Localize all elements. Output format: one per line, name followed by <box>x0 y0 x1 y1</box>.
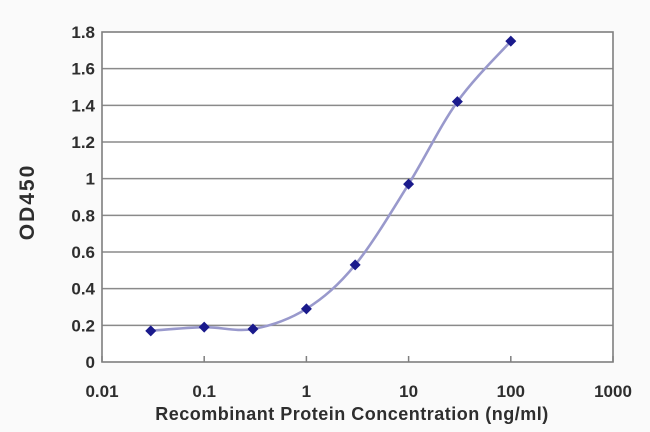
data-point-marker <box>145 325 157 337</box>
y-tick-label: 0 <box>86 353 95 372</box>
plot-background <box>102 32 613 362</box>
data-point-marker <box>451 96 463 108</box>
y-axis-title: OD450 <box>16 164 39 241</box>
x-tick-label: 10 <box>399 382 418 401</box>
y-tick-label: 1.8 <box>71 23 95 42</box>
plot-frame <box>101 31 614 363</box>
x-tick-label: 1000 <box>594 382 632 401</box>
data-point-marker <box>300 303 312 315</box>
y-tick-label: 1.6 <box>71 60 95 79</box>
data-point-marker <box>247 323 259 335</box>
chart-generated-layers: 0 0.2 0.4 0.6 0.8 1 1.2 1.4 1.6 1.8 0.01 0.1 1 10 100 1… <box>71 23 632 401</box>
data-point-marker <box>505 35 517 47</box>
data-point-marker <box>403 178 415 190</box>
x-tick-label: 0.01 <box>85 382 118 401</box>
y-tick-label: 1.2 <box>71 133 95 152</box>
series-line <box>149 39 513 333</box>
x-tick-label: 0.1 <box>192 382 216 401</box>
data-point-marker <box>198 321 210 333</box>
y-tick-label: 0.6 <box>71 243 95 262</box>
x-tick-label: 100 <box>497 382 525 401</box>
x-axis-title: Recombinant Protein Concentration (ng/ml… <box>155 404 549 424</box>
y-tick-label: 0.4 <box>71 280 95 299</box>
y-tick-label: 1.4 <box>71 96 95 115</box>
x-tick-label: 1 <box>302 382 311 401</box>
y-tick-label: 0.2 <box>71 316 95 335</box>
y-tick-label: 1 <box>86 170 95 189</box>
data-point-marker <box>349 259 361 271</box>
y-tick-label: 0.8 <box>71 206 95 225</box>
